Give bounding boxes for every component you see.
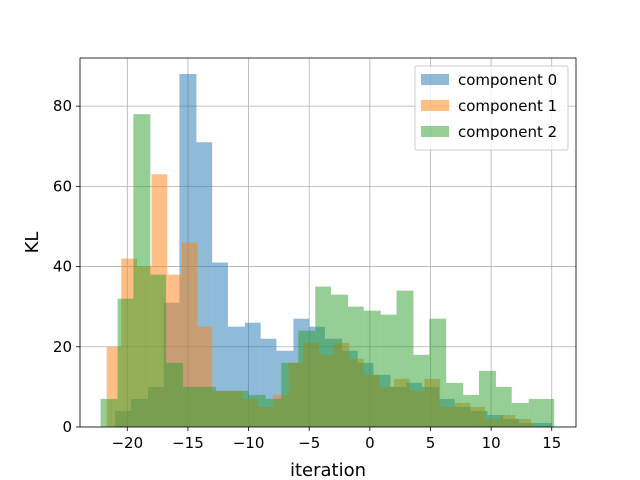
plot-frame — [79, 57, 577, 428]
x-tick-label: −15 — [172, 434, 204, 452]
histogram-bar — [212, 262, 228, 427]
x-tick-label: 10 — [482, 434, 501, 452]
legend-box — [414, 65, 569, 151]
y-tick-label: 0 — [62, 418, 72, 436]
histogram-bar — [413, 354, 430, 427]
series-2-bars — [100, 114, 555, 428]
histogram-bar — [117, 298, 134, 427]
histogram-bar — [511, 402, 529, 427]
legend-swatch — [421, 126, 449, 137]
histogram-bar — [183, 386, 201, 427]
histogram-bar — [544, 398, 555, 427]
x-tick-label: 0 — [365, 434, 375, 452]
y-tick-label: 60 — [53, 177, 72, 195]
y-tick-label: 80 — [53, 97, 72, 115]
y-axis-label: KL — [22, 232, 43, 254]
x-tick-label: −10 — [233, 434, 265, 452]
histogram-bar — [396, 290, 414, 427]
histogram-bar — [181, 242, 198, 427]
x-tick-label: 5 — [426, 434, 436, 452]
histogram-bar — [495, 386, 512, 427]
x-tick-label: −20 — [111, 434, 143, 452]
histogram-bar — [363, 310, 381, 427]
histogram-bar — [281, 362, 299, 427]
histogram-bar — [166, 362, 184, 427]
histogram-bar — [348, 306, 364, 427]
histogram-bar — [429, 318, 447, 427]
legend-label: component 1 — [458, 97, 557, 115]
legend-label: component 2 — [458, 123, 557, 141]
histogram-bar — [528, 398, 545, 427]
histogram-bar — [478, 370, 496, 427]
x-axis-label: iteration — [290, 460, 366, 480]
x-tick-label: −5 — [298, 434, 320, 452]
histogram-bar — [446, 382, 464, 427]
histogram-bar — [331, 294, 349, 427]
y-tick-label: 20 — [53, 338, 72, 356]
histogram-bar — [265, 398, 282, 427]
histogram-bar — [232, 390, 249, 427]
legend-swatch — [421, 74, 449, 85]
legend-label: component 0 — [458, 71, 557, 89]
histogram-bar — [150, 274, 167, 427]
histogram-bar — [133, 114, 151, 428]
legend: component 0 component 1 component 2 — [414, 65, 569, 151]
histogram-bars — [100, 74, 555, 428]
y-tick-label: 40 — [53, 258, 72, 276]
histogram-bar — [100, 398, 118, 427]
histogram-bar — [200, 386, 216, 427]
histogram-bar — [463, 394, 479, 427]
x-tick-label: 15 — [542, 434, 561, 452]
y-axis-ticks: 0 20 40 60 80 — [53, 97, 80, 436]
histogram-bar — [315, 286, 332, 427]
legend-swatch — [421, 100, 449, 111]
histogram-bar — [298, 330, 316, 427]
histogram-bar — [248, 394, 266, 427]
x-axis-ticks: −20 −15 −10 −5 0 5 10 15 — [111, 427, 561, 452]
histogram-bar — [215, 390, 233, 427]
histogram-bar — [380, 314, 397, 427]
